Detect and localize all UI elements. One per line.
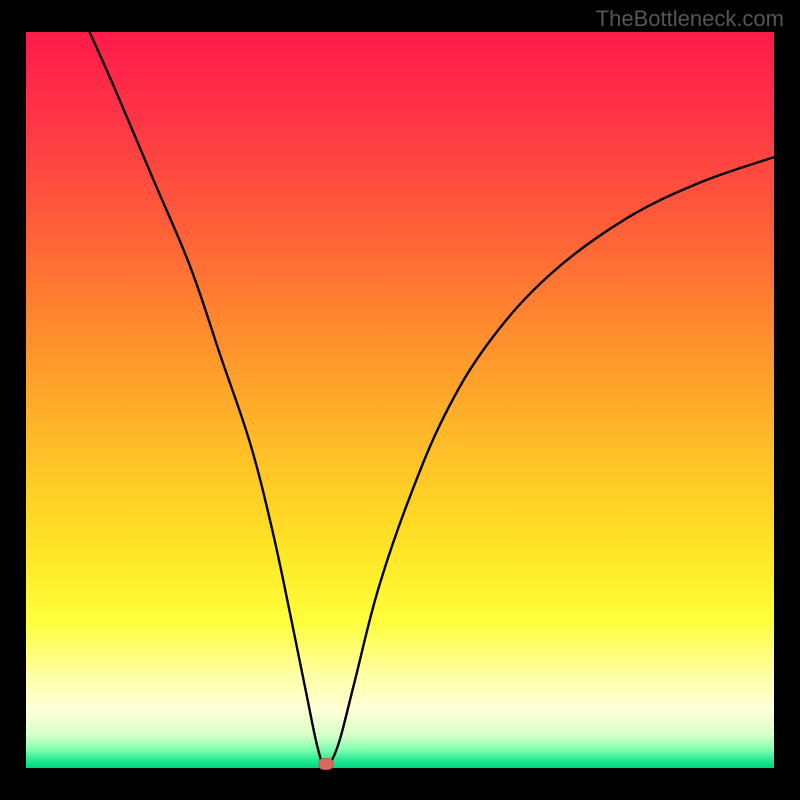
optimum-marker	[318, 758, 333, 770]
watermark-text: TheBottleneck.com	[596, 6, 784, 32]
bottleneck-curve	[0, 0, 800, 800]
chart-container: TheBottleneck.com	[0, 0, 800, 800]
